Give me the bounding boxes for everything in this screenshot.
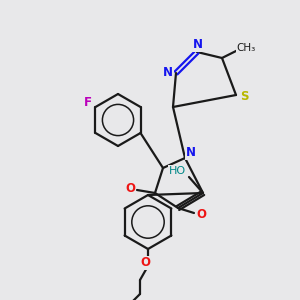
Text: HO: HO <box>168 166 186 176</box>
Text: F: F <box>83 97 92 110</box>
Text: N: N <box>193 38 203 52</box>
Text: S: S <box>240 89 248 103</box>
Text: O: O <box>196 208 206 221</box>
Text: N: N <box>186 146 196 160</box>
Text: O: O <box>140 256 150 269</box>
Text: O: O <box>125 182 135 194</box>
Text: CH₃: CH₃ <box>236 43 256 53</box>
Text: N: N <box>163 65 173 79</box>
